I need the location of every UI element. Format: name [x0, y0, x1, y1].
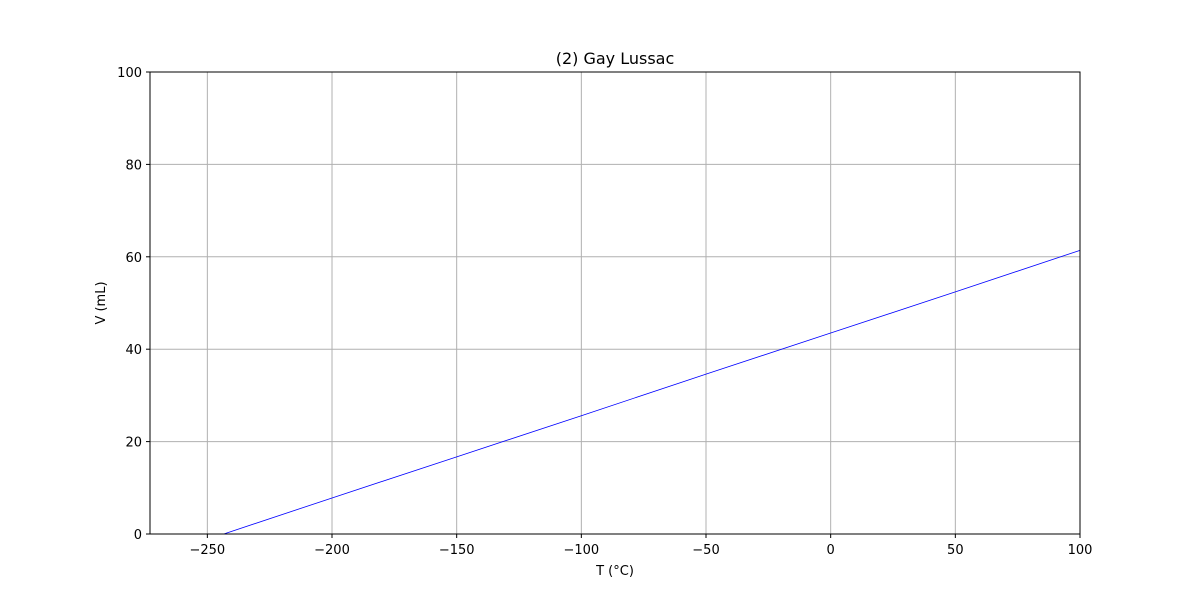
series-layer — [223, 249, 1081, 535]
y-tick-label: 40 — [125, 343, 142, 358]
chart-title: (2) Gay Lussac — [556, 49, 675, 68]
ticks-layer: −250 −200 −150 −100 −50 0 50 100 0 20 40 60 80 100 — [117, 66, 1092, 558]
x-tick-label: 0 — [827, 543, 835, 558]
y-tick-label: 20 — [125, 436, 142, 451]
y-tick-label: 80 — [125, 158, 142, 173]
x-tick-label: 100 — [1068, 543, 1093, 558]
x-axis-label: T (°C) — [595, 564, 634, 579]
x-tick-label: −50 — [692, 543, 719, 558]
plot-frame — [149, 71, 1081, 535]
series-line — [223, 249, 1081, 535]
x-tick-label: 50 — [947, 543, 964, 558]
y-tick-label: 60 — [125, 251, 142, 266]
x-tick-label: −200 — [314, 543, 350, 558]
x-tick-label: −150 — [439, 543, 475, 558]
y-tick-label: 0 — [134, 528, 142, 543]
y-axis-label: V (mL) — [94, 281, 109, 324]
y-tick-label: 100 — [117, 66, 142, 81]
x-tick-label: −250 — [189, 543, 225, 558]
x-tick-label: −100 — [563, 543, 599, 558]
